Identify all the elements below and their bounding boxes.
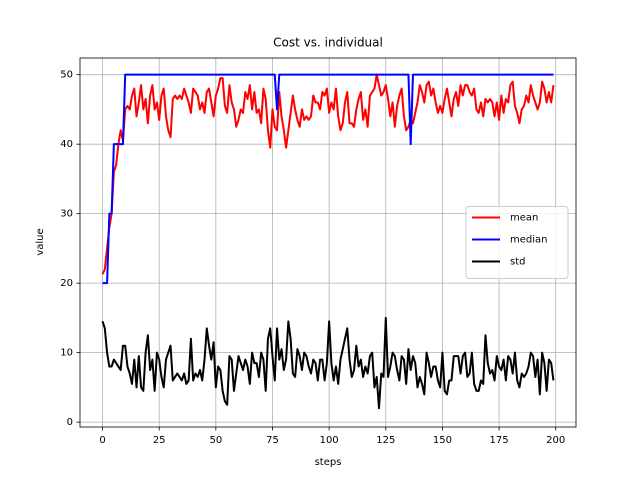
x-tick-label: 25 [153,435,166,446]
x-tick-label: 175 [490,435,509,446]
series-line [101,73,555,275]
legend-label: median [510,235,548,246]
legend-label: std [510,257,525,268]
y-axis-label: value [35,228,46,255]
x-tick-label: 200 [546,435,565,446]
y-tick-label: 20 [60,278,73,289]
series-line [102,73,554,285]
plot-frame [79,57,577,428]
y-tick-label: 40 [60,139,73,150]
series-line [101,316,555,410]
x-tick-label: 0 [99,435,105,446]
y-tick-label: 50 [60,70,73,81]
chart-title: Cost vs. individual [273,36,383,50]
y-tick-label: 0 [67,417,73,428]
y-tick-label: 10 [60,348,73,359]
x-tick-label: 125 [376,435,395,446]
x-tick-label: 150 [433,435,452,446]
y-tick-label: 30 [60,209,73,220]
legend: mean median std [465,206,569,279]
legend-label: mean [510,213,538,224]
x-tick-label: 50 [209,435,222,446]
x-tick-label: 75 [266,435,279,446]
x-axis-label: steps [315,457,342,468]
x-tick-label: 100 [320,435,339,446]
